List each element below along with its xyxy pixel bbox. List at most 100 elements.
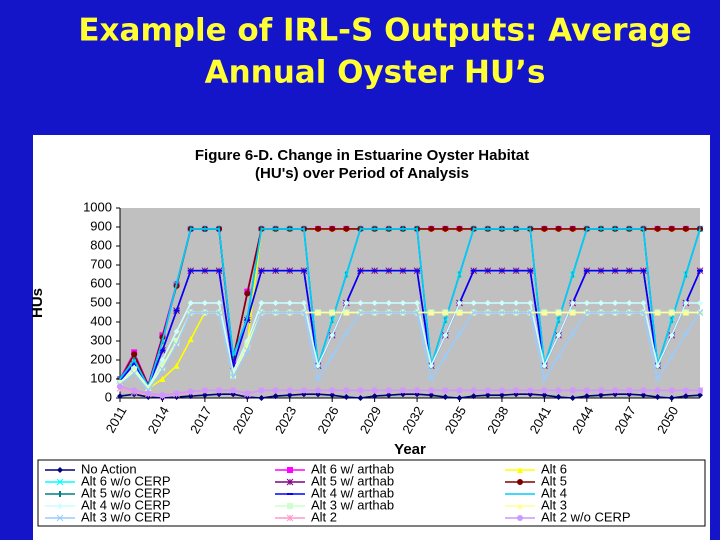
marker xyxy=(654,394,661,401)
marker xyxy=(498,392,505,399)
marker xyxy=(583,393,590,400)
marker xyxy=(456,300,463,306)
marker xyxy=(470,387,477,394)
legend-label: Alt 2 w/o CERP xyxy=(541,509,631,524)
marker xyxy=(187,388,194,395)
legend-label: Alt 4 w/ arthab xyxy=(311,485,394,500)
marker xyxy=(342,330,350,337)
marker xyxy=(343,225,350,232)
marker xyxy=(230,387,237,394)
marker xyxy=(57,503,63,509)
marker xyxy=(357,387,364,394)
marker xyxy=(555,394,562,401)
marker xyxy=(428,362,435,369)
marker xyxy=(555,332,562,339)
marker xyxy=(555,225,562,232)
marker xyxy=(541,309,548,316)
marker xyxy=(626,387,633,394)
marker xyxy=(187,300,194,306)
marker xyxy=(517,515,523,521)
marker xyxy=(654,362,661,369)
marker xyxy=(357,395,364,401)
marker xyxy=(583,309,591,316)
marker xyxy=(640,300,647,306)
marker xyxy=(343,300,350,306)
marker xyxy=(300,300,307,306)
legend-label: Alt 4 w/o CERP xyxy=(81,497,171,512)
marker xyxy=(287,503,293,509)
marker xyxy=(258,309,265,316)
marker xyxy=(117,383,123,390)
marker xyxy=(484,300,491,306)
marker xyxy=(682,309,689,316)
marker xyxy=(484,392,491,399)
marker xyxy=(329,225,336,232)
marker xyxy=(414,387,421,394)
marker xyxy=(173,341,180,349)
marker xyxy=(456,387,463,394)
marker xyxy=(329,392,336,399)
marker xyxy=(216,300,223,306)
marker xyxy=(286,514,294,522)
marker xyxy=(243,347,251,354)
marker xyxy=(668,395,675,401)
y-tick-label: 600 xyxy=(90,275,112,290)
marker xyxy=(201,300,208,306)
y-tick-label: 200 xyxy=(90,351,112,366)
marker xyxy=(272,393,279,400)
marker xyxy=(173,328,180,335)
marker xyxy=(272,309,279,316)
y-axis-label: HUs xyxy=(29,288,46,318)
marker xyxy=(517,503,523,509)
marker xyxy=(470,309,478,316)
legend-box xyxy=(37,459,706,527)
marker xyxy=(428,309,435,316)
marker xyxy=(371,387,378,394)
marker xyxy=(484,387,491,394)
marker xyxy=(258,387,265,394)
marker xyxy=(286,392,293,399)
marker xyxy=(612,300,619,306)
slide-title: Annual Oyster HU’s xyxy=(205,55,546,91)
marker xyxy=(611,309,619,316)
legend-label: Alt 4 xyxy=(541,485,567,500)
marker xyxy=(428,225,435,232)
marker xyxy=(541,362,548,369)
marker xyxy=(428,387,435,394)
marker xyxy=(329,387,336,394)
marker xyxy=(668,387,675,394)
marker xyxy=(343,394,350,401)
marker xyxy=(484,309,492,316)
marker xyxy=(597,309,605,316)
marker xyxy=(315,362,322,369)
marker xyxy=(555,309,562,316)
marker xyxy=(159,376,166,382)
marker xyxy=(300,387,307,394)
marker xyxy=(131,368,138,375)
marker xyxy=(569,330,577,337)
marker xyxy=(201,387,208,394)
marker xyxy=(527,387,534,394)
marker xyxy=(456,395,463,401)
marker xyxy=(130,369,138,377)
marker xyxy=(314,375,322,383)
legend-label: Alt 5 w/ arthab xyxy=(311,473,394,488)
marker xyxy=(399,309,407,316)
y-tick-label: 300 xyxy=(90,332,112,347)
marker xyxy=(442,352,449,360)
x-axis-label: Year xyxy=(394,441,426,458)
marker xyxy=(357,300,364,306)
marker xyxy=(385,387,392,394)
marker xyxy=(697,387,703,394)
marker xyxy=(668,332,675,339)
legend-label: Alt 3 w/o CERP xyxy=(81,509,171,524)
legend-label: Alt 3 w/ arthab xyxy=(311,497,394,512)
marker xyxy=(640,387,647,394)
marker xyxy=(131,351,138,358)
marker xyxy=(286,309,294,316)
marker xyxy=(668,225,675,232)
marker xyxy=(201,309,209,316)
marker xyxy=(385,300,392,306)
marker xyxy=(244,290,251,297)
